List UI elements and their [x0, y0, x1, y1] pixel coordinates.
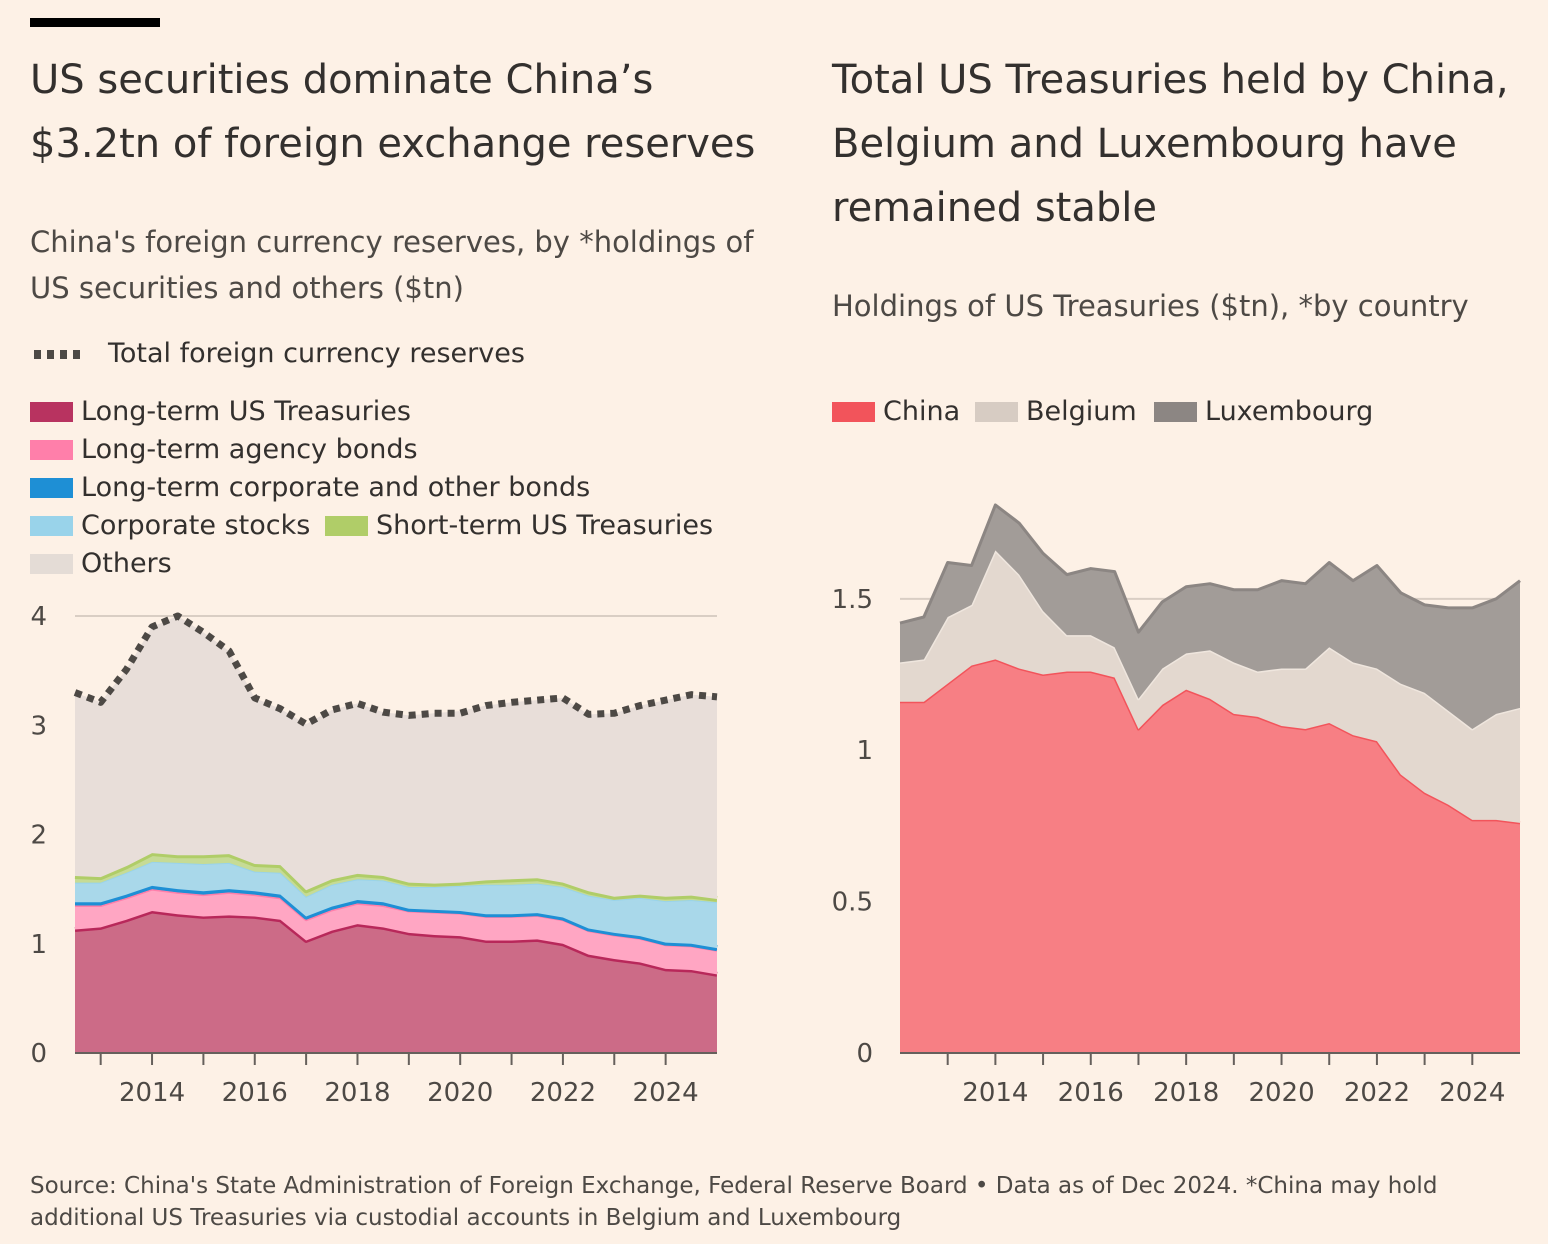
area-long-term-agency-bonds — [75, 889, 717, 975]
legend-label: Long-term corporate and other bonds — [81, 472, 591, 503]
right-chart-subtitle: Holdings of US Treasuries ($tn), *by cou… — [832, 289, 1469, 323]
x-tick-label: 2016 — [1058, 1078, 1124, 1108]
line-luxembourg — [899, 503, 1521, 634]
x-tick-label: 2024 — [633, 1078, 699, 1108]
right-chart-title: Total US Treasuries held by China, Belgi… — [832, 57, 1509, 231]
right-chart: 0 0.5 1 1.5 2014 2016 2018 2020 2022 2024 — [832, 503, 1521, 1108]
legend-label: Long-term US Treasuries — [81, 396, 411, 427]
legend-swatch — [1154, 402, 1197, 422]
y-tick-label: 4 — [30, 602, 47, 632]
y-tick-label: 1.5 — [832, 585, 873, 615]
legend-item-luxembourg: Luxembourg — [1154, 395, 1373, 429]
legend-label: Belgium — [1026, 396, 1137, 427]
y-tick-label: 0 — [856, 1039, 873, 1069]
legend-swatch — [832, 402, 875, 422]
x-tick-label: 2018 — [1153, 1078, 1219, 1108]
legend-item-corporate-stocks: Corporate stocks — [30, 509, 310, 543]
dashed-line-swatch — [34, 349, 82, 359]
x-tick-label: 2020 — [1248, 1078, 1314, 1108]
area-luxembourg — [900, 504, 1520, 730]
area-corporate-stocks — [75, 861, 717, 949]
y-tick-label: 2 — [30, 821, 47, 851]
x-tick-label: 2014 — [962, 1078, 1028, 1108]
legend-label: Luxembourg — [1205, 396, 1374, 427]
legend-swatch — [30, 516, 73, 536]
legend-item-belgium: Belgium — [975, 395, 1137, 429]
legend-swatch — [30, 478, 73, 498]
legend-label: China — [883, 396, 961, 427]
y-tick-label: 0 — [30, 1039, 47, 1069]
y-tick-label: 1 — [856, 736, 873, 766]
area-others — [75, 616, 717, 899]
legend-item-lt-treasuries: Long-term US Treasuries — [30, 395, 411, 429]
left-chart-subtitle: China's foreign currency reserves, by *h… — [30, 225, 754, 305]
legend-label: Long-term agency bonds — [81, 434, 418, 465]
x-tick-label: 2022 — [1344, 1078, 1410, 1108]
x-tick-label: 2014 — [119, 1078, 185, 1108]
legend-total: Total foreign currency reserves — [34, 337, 525, 371]
x-tick-label: 2020 — [427, 1078, 493, 1108]
legend-item-agency-bonds: Long-term agency bonds — [30, 433, 418, 467]
x-tick-label: 2022 — [530, 1078, 596, 1108]
left-chart-title: US securities dominate China’s $3.2tn of… — [30, 57, 756, 167]
legend-swatch — [30, 402, 73, 422]
legend-item-corporate-bonds: Long-term corporate and other bonds — [30, 471, 590, 505]
y-tick-label: 0.5 — [832, 888, 873, 918]
legend-label: Others — [81, 548, 172, 579]
legend-swatch — [325, 516, 368, 536]
source-note: Source: China's State Administration of … — [30, 1173, 1438, 1231]
area-long-term-us-treasuries — [75, 910, 717, 1053]
y-tick-label: 1 — [30, 930, 47, 960]
area-belgium — [900, 550, 1520, 823]
legend-label: Short-term US Treasuries — [376, 510, 714, 541]
legend-label: Corporate stocks — [81, 510, 311, 541]
total-reserves-line — [73, 612, 718, 728]
legend-swatch — [30, 554, 73, 574]
legend-swatch — [30, 440, 73, 460]
brand-bar — [30, 18, 160, 27]
left-chart: 0 1 2 3 4 2014 2016 2018 2020 2022 2024 — [30, 602, 718, 1108]
legend-total-label: Total foreign currency reserves — [108, 338, 525, 369]
legend-swatch — [975, 402, 1018, 422]
y-tick-label: 3 — [30, 711, 47, 741]
legend-item-china: China — [832, 395, 960, 429]
x-tick-label: 2016 — [222, 1078, 288, 1108]
legend-item-st-treasuries: Short-term US Treasuries — [325, 509, 713, 543]
line-long-term-corporate-and-other-bonds — [75, 882, 718, 952]
legend-item-others: Others — [30, 547, 172, 581]
area-china — [900, 659, 1520, 1053]
x-tick-label: 2024 — [1439, 1078, 1505, 1108]
x-tick-label: 2018 — [324, 1078, 390, 1108]
